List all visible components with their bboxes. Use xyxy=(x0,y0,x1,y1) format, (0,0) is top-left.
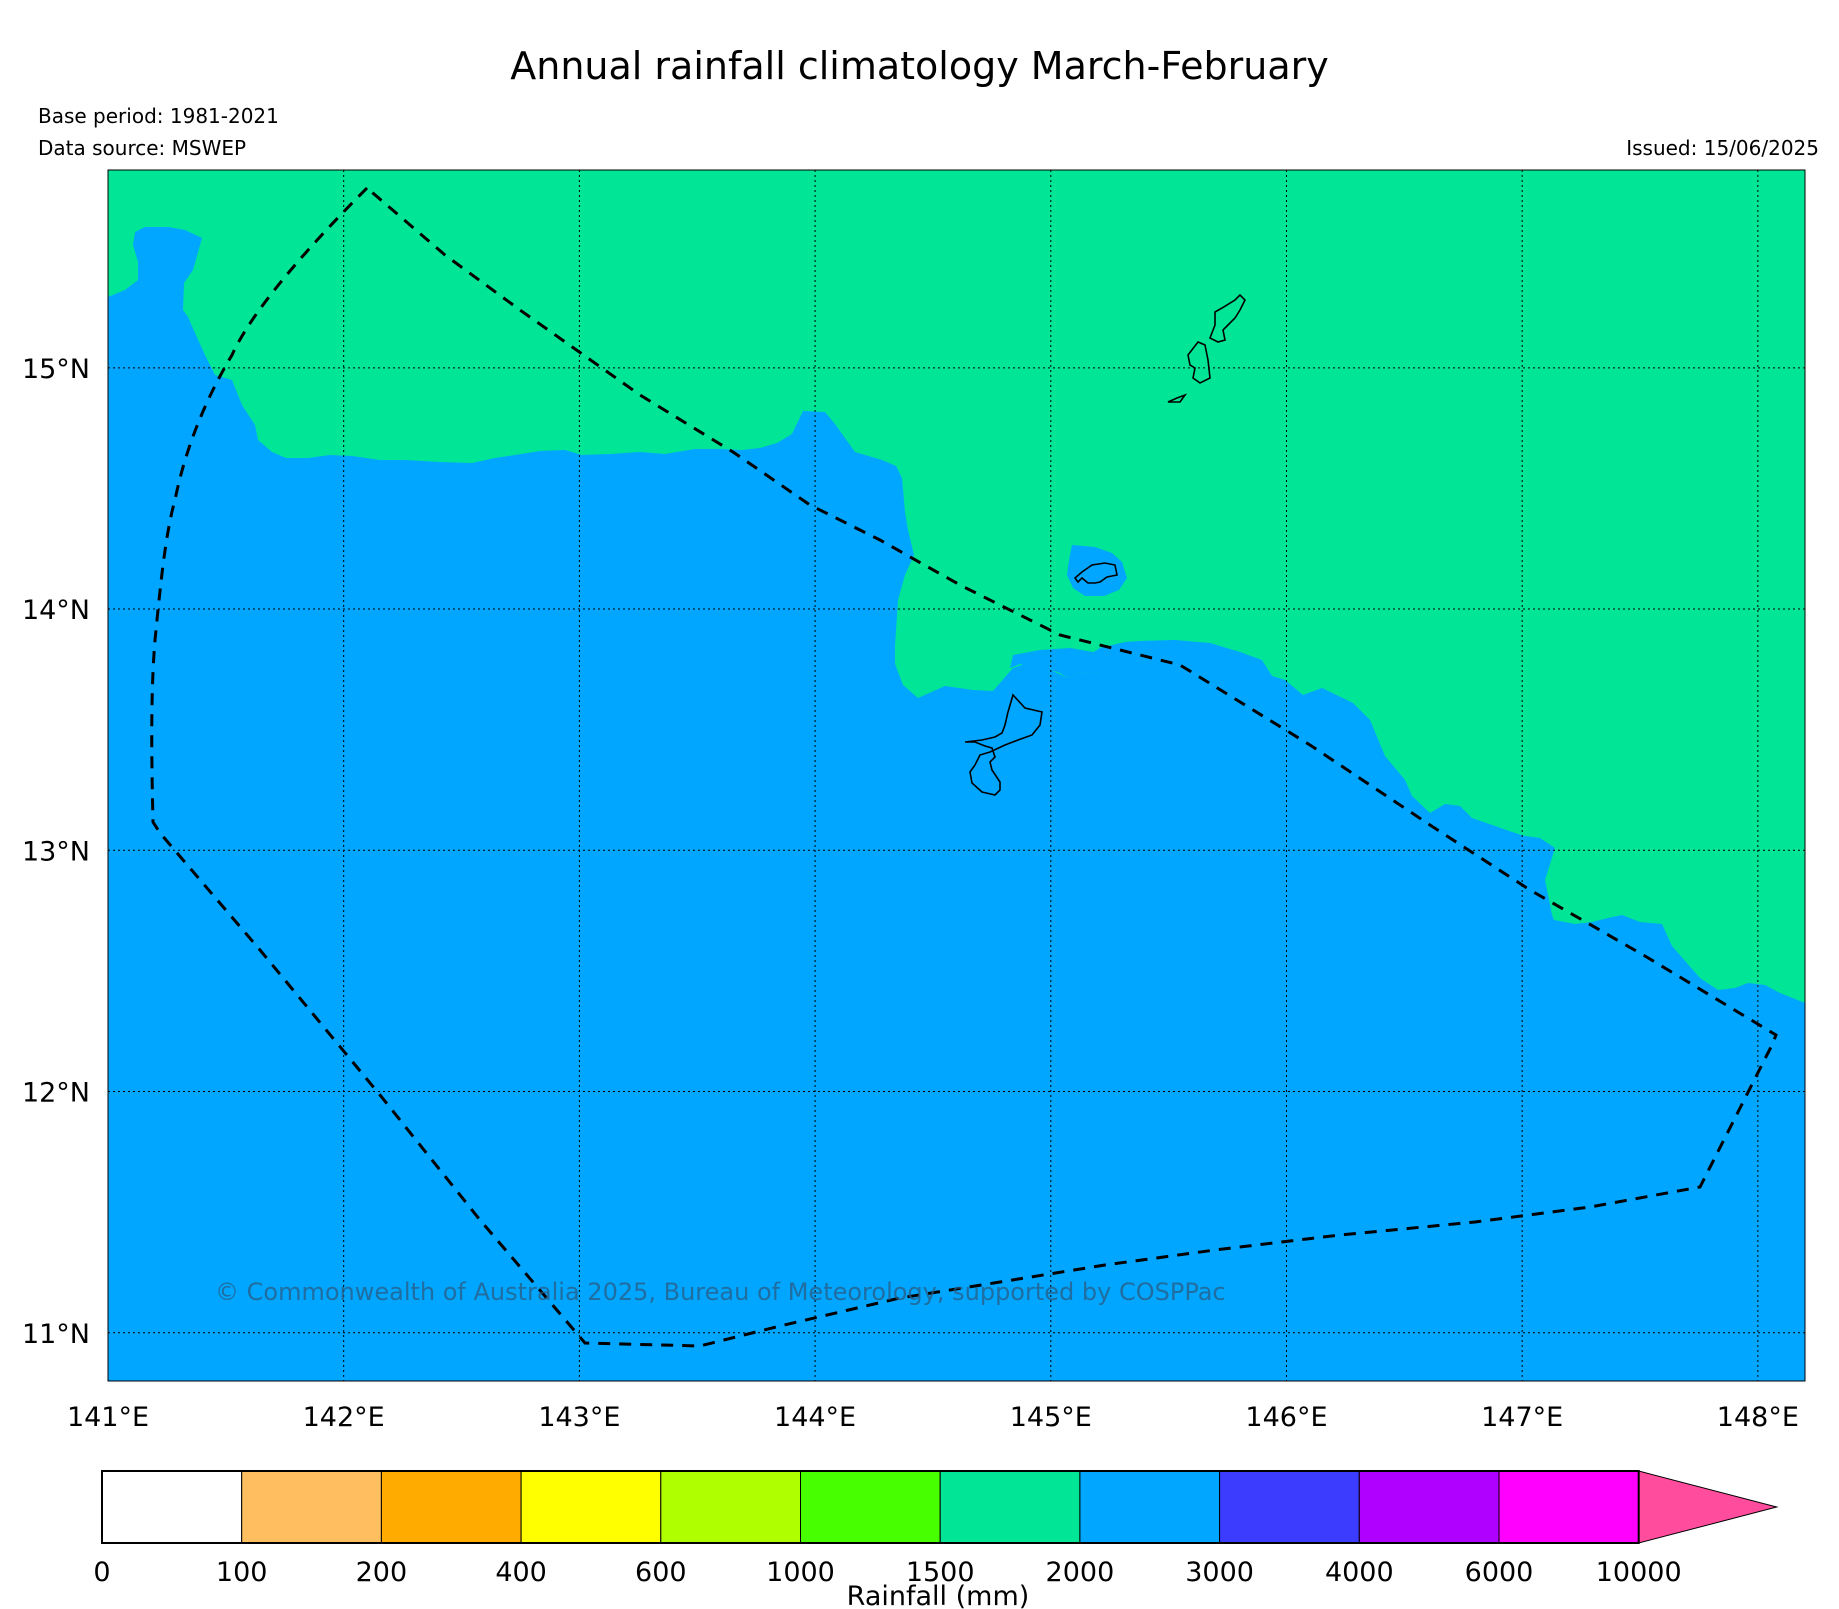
colorbar-tick-label: 6000 xyxy=(1465,1557,1534,1588)
colorbar-swatch xyxy=(939,1470,1081,1544)
colorbar: 0 100 200 400 600 1000 1500 2000 3000 4000 6000 100… xyxy=(93,1470,1779,1588)
x-tick-label: 142°E xyxy=(303,1402,385,1433)
colorbar-swatch xyxy=(101,1470,243,1544)
anatahan-islet xyxy=(1167,393,1188,403)
colorbar-swatch xyxy=(380,1470,522,1544)
y-tick-label: 12°N xyxy=(22,1078,90,1109)
colorbar-swatch xyxy=(800,1470,941,1544)
colorbar-swatch xyxy=(520,1470,662,1544)
x-tick-label: 145°E xyxy=(1010,1402,1092,1433)
x-tick-label: 146°E xyxy=(1245,1402,1327,1433)
coastlines xyxy=(964,293,1246,796)
rainfall-region-1500-2000 xyxy=(108,170,1805,1003)
y-tick-label: 14°N xyxy=(22,595,90,626)
base-period-label: Base period: 1981-2021 xyxy=(38,104,279,128)
gridlines xyxy=(108,170,1805,1381)
x-tick-label: 143°E xyxy=(538,1402,620,1433)
colorbar-swatch xyxy=(1358,1470,1500,1544)
y-tick-label: 15°N xyxy=(22,354,90,385)
colorbar-swatch xyxy=(241,1470,382,1544)
map-title: Annual rainfall climatology March-Februa… xyxy=(510,44,1329,88)
colorbar-tick-label: 200 xyxy=(356,1557,408,1588)
rainfall-patch-guam-coast xyxy=(1010,648,1100,678)
colorbar-tick-label: 4000 xyxy=(1325,1557,1394,1588)
data-source-label: Data source: MSWEP xyxy=(38,136,247,160)
colorbar-label: Rainfall (mm) xyxy=(847,1581,1030,1609)
plot-frame xyxy=(107,169,1806,1382)
colorbar-tick-label: 10000 xyxy=(1596,1557,1682,1588)
colorbar-tick-label: 2000 xyxy=(1046,1557,1115,1588)
colorbar-swatch xyxy=(1498,1470,1640,1544)
colorbar-swatch xyxy=(660,1470,801,1544)
x-tick-label: 148°E xyxy=(1717,1402,1799,1433)
copyright-credit: © Commonwealth of Australia 2025, Bureau… xyxy=(215,1278,1226,1306)
saipan-island xyxy=(1073,562,1118,584)
y-tick-label: 13°N xyxy=(22,836,90,867)
colorbar-tick-label: 0 xyxy=(93,1557,110,1588)
colorbar-tick-label: 600 xyxy=(635,1557,687,1588)
x-tick-label: 141°E xyxy=(67,1402,149,1433)
colorbar-tick-label: 3000 xyxy=(1185,1557,1254,1588)
y-axis-ticks: 15°N 14°N 13°N 12°N 11°N xyxy=(22,354,90,1350)
guam-island xyxy=(964,693,1043,796)
eez-boundary xyxy=(150,185,1778,1348)
y-tick-label: 11°N xyxy=(22,1319,90,1350)
alamagan-island xyxy=(1208,293,1246,343)
colorbar-tick-label: 400 xyxy=(495,1557,547,1588)
rainfall-patch-saipan xyxy=(1067,545,1127,596)
colorbar-swatch xyxy=(1079,1470,1221,1544)
x-tick-label: 144°E xyxy=(774,1402,856,1433)
colorbar-extend-arrow xyxy=(1638,1470,1779,1544)
x-axis-ticks: 141°E 142°E 143°E 144°E 145°E 146°E 147°E 148°E xyxy=(67,1402,1799,1433)
issued-date-label: Issued: 15/06/2025 xyxy=(1626,136,1819,160)
colorbar-tick-label: 1000 xyxy=(766,1557,835,1588)
colorbar-frame xyxy=(101,1470,1640,1544)
sarigan-island xyxy=(1187,341,1211,384)
colorbar-tick-label: 1500 xyxy=(906,1557,975,1588)
colorbar-tick-label: 100 xyxy=(216,1557,268,1588)
colorbar-swatch xyxy=(1219,1470,1360,1544)
x-tick-label: 147°E xyxy=(1481,1402,1563,1433)
